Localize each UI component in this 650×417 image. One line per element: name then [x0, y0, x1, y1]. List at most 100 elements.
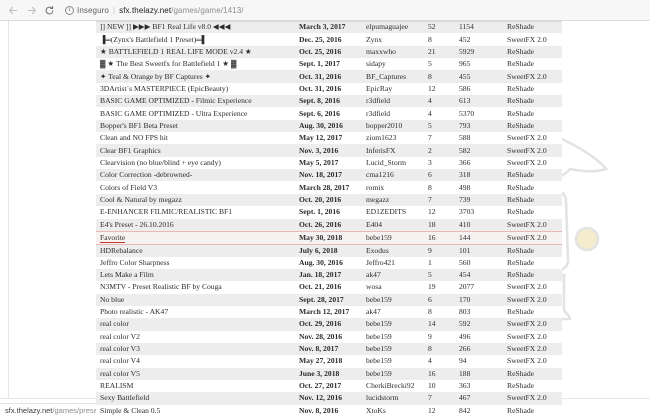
preset-author-cell[interactable]: r3dfield [362, 95, 424, 108]
preset-name-cell[interactable]: ▐═(Zynx's Battlefield 1 Preset)═▌ [96, 33, 295, 46]
preset-name-cell[interactable]: 3DArtist´s MASTERPIECE (EpicBeauty) [96, 82, 295, 96]
preset-author-cell[interactable]: ak47 [362, 268, 424, 282]
preset-author-cell[interactable]: elpumaguajee [362, 21, 424, 34]
preset-name-cell[interactable]: ★ BATTLEFIELD 1 REAL LIFE MODE v2.4 ★ [96, 45, 295, 59]
preset-name-cell[interactable]: Clean and NO FPS hit [96, 132, 295, 145]
table-row[interactable]: E4's Preset - 26.10.2016 Oct. 26, 2016 E40… [96, 218, 562, 231]
preset-name-cell[interactable]: Colors of Field V3 [96, 181, 295, 194]
table-row[interactable]: No blue Sept. 28, 2017 bebe159 6 170 SweetFX … [96, 293, 562, 306]
preset-name-cell[interactable]: Cool & Natural by megazz [96, 193, 295, 207]
table-row[interactable]: E-ENHANCER FILMIC/REALISTIC BF1 Sept. 1, … [96, 206, 562, 219]
forward-arrow-icon[interactable] [24, 3, 39, 18]
table-row[interactable]: real color V3 Nov. 8, 2017 bebe159 8 266 Swee… [96, 342, 562, 356]
preset-name-cell[interactable]: Bopper's BF1 Beta Preset [96, 119, 295, 133]
preset-author-cell[interactable]: BF_Captures [362, 70, 424, 83]
preset-author-cell[interactable]: Zynx [362, 33, 424, 46]
preset-name-cell[interactable]: real color V4 [96, 355, 295, 368]
preset-author-cell[interactable]: Jeffro421 [362, 256, 424, 269]
table-row[interactable]: Colors of Field V3 March 28, 2017 romix 8 49… [96, 181, 562, 194]
preset-author-cell[interactable]: bebe159 [362, 342, 424, 356]
table-row[interactable]: Clear BF1 Graphics Nov. 3, 2016 InferisFX 2… [96, 144, 562, 157]
table-row[interactable]: Cool & Natural by megazz Oct. 20, 2016 meg… [96, 193, 562, 207]
preset-author-cell[interactable]: Lucid_Storm [362, 156, 424, 170]
preset-name-cell[interactable]: Sexy Battlefield [96, 392, 295, 405]
table-row[interactable]: HDRebalance July 6, 2018 Exodus 9 101 ReShade [96, 244, 562, 257]
table-row[interactable]: BASIC GAME OPTIMIZED - Filmic Experience… [96, 95, 562, 108]
preset-name-cell[interactable]: N3MTV - Preset Realistic BF by Couga [96, 281, 295, 294]
preset-author-cell[interactable]: bebe159 [362, 330, 424, 343]
preset-name-cell[interactable]: ▓ ★ The Best Sweetfx for Battlefield 1 ★… [96, 58, 295, 71]
preset-name-cell[interactable]: ✦ Teal & Orange by BF Captures ✦ [96, 70, 295, 83]
preset-author-cell[interactable]: ziom1623 [362, 132, 424, 145]
preset-author-cell[interactable]: bebe159 [362, 230, 424, 245]
preset-author-cell[interactable]: E404 [362, 218, 424, 231]
preset-name-cell[interactable]: E4's Preset - 26.10.2016 [96, 218, 295, 231]
preset-name-cell[interactable]: BASIC GAME OPTIMIZED - Filmic Experience [96, 95, 295, 108]
preset-name-cell[interactable]: real color [96, 318, 295, 331]
preset-author-cell[interactable]: megazz [362, 193, 424, 207]
preset-name-cell[interactable]: REALISM [96, 379, 295, 393]
table-row[interactable]: Clearvision (no blue/blind + eye candy) M… [96, 156, 562, 170]
preset-author-cell[interactable]: r3dfield [362, 107, 424, 120]
table-row[interactable]: ★ BATTLEFIELD 1 REAL LIFE MODE v2.4 ★ Oct… [96, 45, 562, 59]
preset-name-cell[interactable]: Photo realistic - AK47 [96, 305, 295, 319]
preset-author-cell[interactable]: romix [362, 181, 424, 194]
preset-author-cell[interactable]: CherkiBrecki92 [362, 379, 424, 393]
table-row[interactable]: Favorite May 30, 2018 bebe159 16 144 SweetFX … [96, 230, 562, 245]
preset-author-cell[interactable]: InferisFX [362, 144, 424, 157]
table-row[interactable]: Color Correction -debrowned- Nov. 18, 201… [96, 169, 562, 182]
table-row[interactable]: real color V5 June 3, 2018 bebe159 16 188 ReS… [96, 367, 562, 380]
preset-author-cell[interactable]: cma1216 [362, 169, 424, 182]
table-row[interactable]: 3DArtist´s MASTERPIECE (EpicBeauty) Oct. … [96, 82, 562, 96]
preset-author-cell[interactable]: XtoKs [362, 404, 424, 417]
preset-author-cell[interactable]: bebe159 [362, 367, 424, 380]
table-row[interactable]: Clean and NO FPS hit May 12, 2017 ziom1623… [96, 132, 562, 145]
preset-name-cell[interactable]: E-ENHANCER FILMIC/REALISTIC BF1 [96, 206, 295, 219]
preset-name-cell[interactable]: No blue [96, 293, 295, 306]
preset-author-cell[interactable]: ak47 [362, 305, 424, 319]
table-row[interactable]: ▐═(Zynx's Battlefield 1 Preset)═▌ Dec. 25… [96, 33, 562, 46]
preset-name-cell[interactable]: Clearvision (no blue/blind + eye candy) [96, 156, 295, 170]
preset-name-cell[interactable]: real color V2 [96, 330, 295, 343]
table-row[interactable]: Lets Make a Film Jan. 18, 2017 ak47 5 454 ReS… [96, 268, 562, 282]
table-row[interactable]: Simple & Clean 0.5 Nov. 8, 2016 XtoKs 12 842… [96, 404, 562, 417]
preset-author-cell[interactable]: EpicRay [362, 82, 424, 96]
table-row[interactable]: Sexy Battlefield Nov. 12, 2016 lucidstorm 7… [96, 392, 562, 405]
preset-name-cell[interactable]: real color V3 [96, 342, 295, 356]
preset-name-cell[interactable]: ]] NEW ]] ▶▶▶ BF1 Real Life v8.0 ◀◀◀ [96, 21, 295, 34]
preset-name-cell[interactable]: real color V5 [96, 367, 295, 380]
table-row[interactable]: real color Oct. 29, 2016 bebe159 14 592 Sweet… [96, 318, 562, 331]
preset-name-cell[interactable]: HDRebalance [96, 244, 295, 257]
table-row[interactable]: BASIC GAME OPTIMIZED - Ultra Experience S… [96, 107, 562, 120]
table-row[interactable]: Bopper's BF1 Beta Preset Aug. 30, 2016 bop… [96, 119, 562, 133]
table-row[interactable]: N3MTV - Preset Realistic BF by Couga Oct.… [96, 281, 562, 294]
table-row[interactable]: real color V2 Nov. 28, 2016 bebe159 9 496 Swe… [96, 330, 562, 343]
table-row[interactable]: ✦ Teal & Orange by BF Captures ✦ Oct. 31,… [96, 70, 562, 83]
table-row[interactable]: Photo realistic - AK47 March 12, 2017 ak47… [96, 305, 562, 319]
preset-author-cell[interactable]: lucidstorm [362, 392, 424, 405]
reload-icon[interactable] [42, 3, 57, 18]
table-row[interactable]: REALISM Oct. 27, 2017 CherkiBrecki92 10 363 R… [96, 379, 562, 393]
preset-author-cell[interactable]: wosa [362, 281, 424, 294]
table-row[interactable]: real color V4 May 27, 2018 bebe159 4 94 Sweet… [96, 355, 562, 368]
preset-author-cell[interactable]: maxxwho [362, 45, 424, 59]
preset-name-cell[interactable]: Lets Make a Film [96, 268, 295, 282]
preset-author-cell[interactable]: bebe159 [362, 318, 424, 331]
back-arrow-icon[interactable] [6, 3, 21, 18]
preset-name-cell[interactable]: Clear BF1 Graphics [96, 144, 295, 157]
table-row[interactable]: Jeffro Color Sharpness Aug. 30, 2016 Jeffr… [96, 256, 562, 269]
address-bar[interactable]: i Inseguro | sfx.thelazy.net/games/game/… [65, 3, 644, 17]
preset-author-cell[interactable]: Exodus [362, 244, 424, 257]
preset-author-cell[interactable]: bebe159 [362, 355, 424, 368]
preset-name-cell[interactable]: BASIC GAME OPTIMIZED - Ultra Experience [96, 107, 295, 120]
table-row[interactable]: ]] NEW ]] ▶▶▶ BF1 Real Life v8.0 ◀◀◀ Marc… [96, 21, 562, 34]
preset-author-cell[interactable]: bebe159 [362, 293, 424, 306]
preset-author-cell[interactable]: ED1ZEDITS [362, 206, 424, 219]
preset-name-cell[interactable]: Jeffro Color Sharpness [96, 256, 295, 269]
preset-name-cell[interactable]: Color Correction -debrowned- [96, 169, 295, 182]
preset-author-cell[interactable]: sidapy [362, 58, 424, 71]
preset-name-cell[interactable]: Simple & Clean 0.5 [96, 404, 295, 417]
preset-name-cell[interactable]: Favorite [96, 230, 295, 245]
preset-author-cell[interactable]: bopper2010 [362, 119, 424, 133]
table-row[interactable]: ▓ ★ The Best Sweetfx for Battlefield 1 ★… [96, 58, 562, 71]
